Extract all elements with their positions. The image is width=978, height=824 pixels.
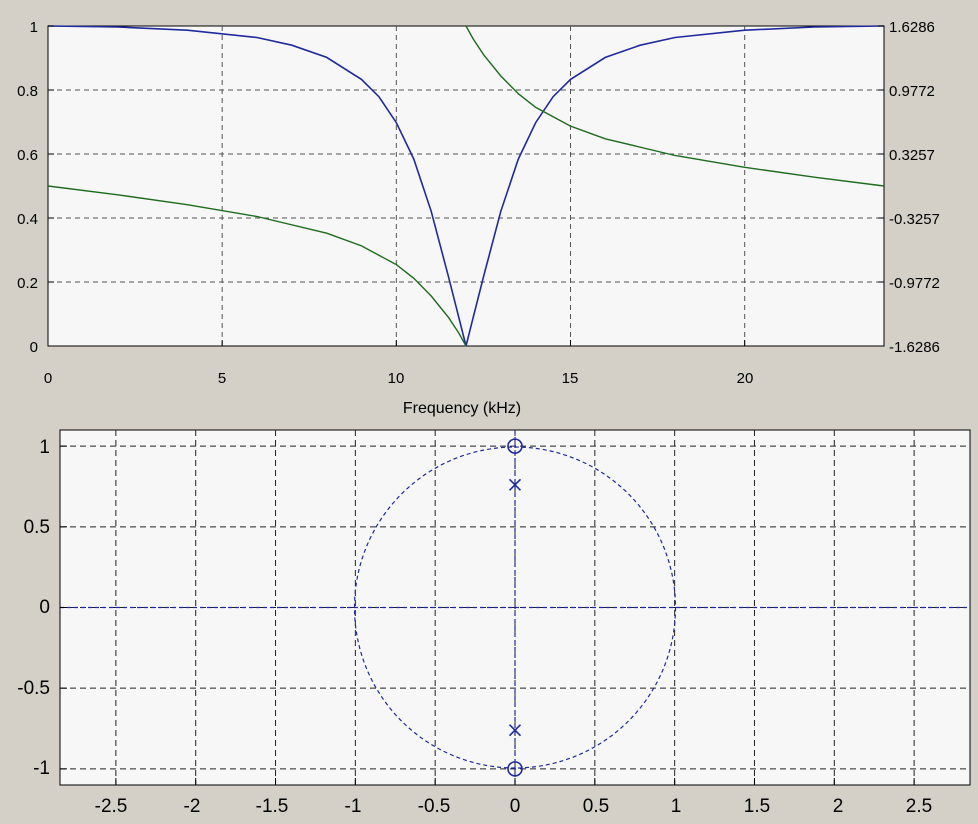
real-imag-axis-lines: [60, 430, 970, 785]
x-tick-labels: 0 5 10 15 20: [44, 370, 754, 387]
x-tick-label: 0: [44, 370, 52, 387]
y-tick-label: 0: [30, 339, 38, 356]
y-tick-label: -1: [33, 758, 50, 779]
x-axis-label: Frequency (kHz): [403, 400, 521, 417]
y-tick-label: 0.6: [17, 147, 38, 164]
pole-marker: [508, 724, 522, 737]
phase-series-line: [47, 25, 885, 347]
pole-marker-stroke: [508, 478, 522, 491]
tick-marks: [47, 25, 884, 347]
x-tick-label: 1.5: [744, 796, 770, 817]
x-tick-label: 15: [562, 370, 579, 387]
frequency-response-plot: 0 5 10 15 20 0 0.2 0.4 0.6 0.8 1 -1.6286…: [17, 19, 940, 417]
x-tick-label: 2.5: [906, 796, 932, 817]
y-tick-label: 0.2: [17, 275, 38, 292]
x-tick-label: 10: [388, 370, 405, 387]
plot-background: [47, 25, 885, 347]
x-tick-label: 20: [737, 370, 754, 387]
right-y-tick-label: 0.3257: [889, 147, 935, 164]
x-tick-label: -2: [184, 796, 201, 817]
x-tick-label: -1: [345, 796, 362, 817]
left-y-tick-labels: 0 0.2 0.4 0.6 0.8 1: [17, 19, 38, 356]
right-y-tick-labels: -1.6286 -0.9772 -0.3257 0.3257 0.9772 1.…: [889, 19, 940, 356]
y-tick-labels: -1 -0.5 0 0.5 1: [17, 437, 50, 779]
zero-marker: [507, 761, 523, 777]
x-tick-label: 5: [218, 370, 226, 387]
right-y-tick-label: 1.6286: [889, 19, 935, 36]
pole-marker-stroke: [508, 724, 522, 737]
right-y-tick-label: 0.9772: [889, 83, 935, 100]
x-tick-label: 1: [671, 796, 682, 817]
right-y-tick-label: -0.3257: [889, 211, 940, 228]
y-tick-label: -0.5: [17, 678, 50, 699]
x-tick-label: 2: [833, 796, 844, 817]
unit-circle: [353, 446, 677, 769]
grid-lines: [48, 26, 884, 346]
right-y-tick-label: -0.9772: [889, 275, 940, 292]
x-tick-label: 0.5: [583, 796, 609, 817]
x-tick-label: -1.5: [256, 796, 289, 817]
x-tick-label: 0: [510, 796, 521, 817]
zero-marker: [507, 438, 523, 454]
y-tick-label: 0.5: [24, 517, 50, 538]
pole-zero-plot: -2.5 -2 -1.5 -1 -0.5 0 0.5 1 1.5 2 2.5 -…: [17, 429, 971, 817]
x-tick-label: -0.5: [418, 796, 451, 817]
right-y-tick-label: -1.6286: [889, 339, 940, 356]
y-tick-label: 1: [39, 437, 50, 458]
tick-marks: [60, 445, 915, 785]
y-tick-label: 0: [39, 597, 50, 618]
x-tick-labels: -2.5 -2 -1.5 -1 -0.5 0 0.5 1 1.5 2 2.5: [95, 796, 933, 817]
pole-marker: [508, 478, 522, 491]
y-tick-label: 0.8: [17, 83, 38, 100]
y-tick-label: 0.4: [17, 211, 38, 228]
pole-zero-markers: [507, 438, 523, 777]
y-tick-label: 1: [30, 19, 38, 36]
x-tick-label: -2.5: [95, 796, 128, 817]
